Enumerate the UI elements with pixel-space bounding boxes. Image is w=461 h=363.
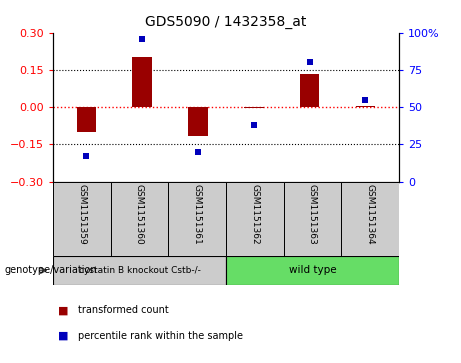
Point — [83, 153, 90, 159]
Bar — [226, 256, 399, 285]
Point — [139, 36, 146, 41]
Bar — [77, 107, 96, 132]
Text: cystatin B knockout Cstb-/-: cystatin B knockout Cstb-/- — [78, 266, 201, 275]
Text: GSM1151362: GSM1151362 — [250, 184, 259, 244]
Text: GSM1151364: GSM1151364 — [366, 184, 374, 244]
Text: GSM1151361: GSM1151361 — [193, 184, 201, 245]
Bar — [188, 107, 208, 136]
Title: GDS5090 / 1432358_at: GDS5090 / 1432358_at — [145, 15, 307, 29]
Point — [361, 97, 369, 103]
Text: GSM1151363: GSM1151363 — [308, 184, 317, 245]
Text: GSM1151359: GSM1151359 — [77, 184, 86, 245]
Text: ■: ■ — [58, 305, 68, 315]
Bar — [53, 256, 226, 285]
Text: genotype/variation: genotype/variation — [5, 265, 97, 276]
Bar — [355, 106, 375, 107]
Bar — [53, 182, 111, 256]
Text: wild type: wild type — [289, 265, 336, 276]
Bar — [284, 182, 341, 256]
Bar — [244, 107, 264, 108]
Bar — [132, 57, 152, 107]
Point — [306, 60, 313, 65]
Bar — [168, 182, 226, 256]
Text: ■: ■ — [58, 331, 68, 341]
Bar — [111, 182, 168, 256]
Point — [195, 149, 202, 155]
Text: transformed count: transformed count — [78, 305, 169, 315]
Text: GSM1151360: GSM1151360 — [135, 184, 144, 245]
Bar — [226, 182, 284, 256]
Text: percentile rank within the sample: percentile rank within the sample — [78, 331, 243, 341]
Bar — [300, 74, 319, 107]
Point — [250, 122, 257, 128]
Bar — [341, 182, 399, 256]
